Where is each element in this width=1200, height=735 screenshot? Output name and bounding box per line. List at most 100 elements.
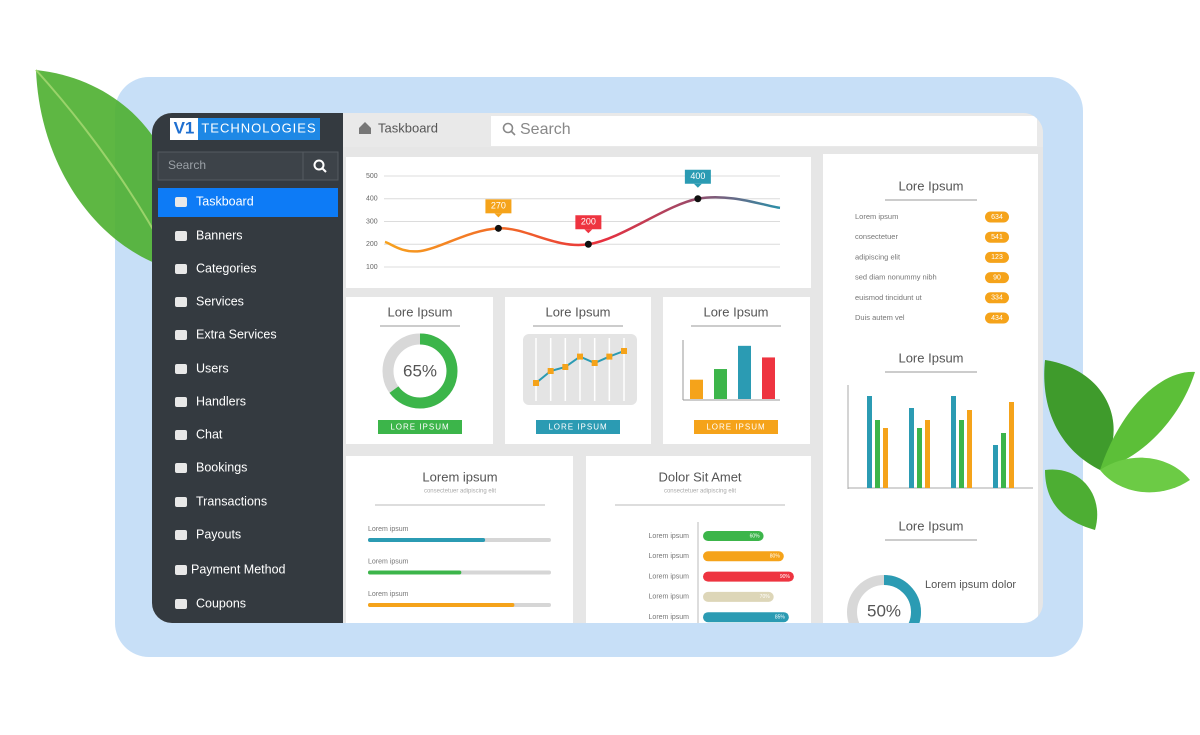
bar-label: Lorem ipsum xyxy=(649,614,690,621)
bar xyxy=(703,591,774,602)
badge xyxy=(985,312,1009,324)
bar-value: 60% xyxy=(750,533,761,539)
menu-item: Bookings xyxy=(196,460,247,474)
list-label: sed diam nonummy nibh xyxy=(855,273,937,282)
donut-label: 50% xyxy=(867,601,901,620)
y-tick-label: 400 xyxy=(366,196,378,203)
menu-item: Categories xyxy=(196,261,256,275)
menu-icon xyxy=(175,497,187,507)
button[interactable] xyxy=(536,420,620,434)
badge xyxy=(985,251,1009,263)
menu-icon xyxy=(175,330,187,340)
callout xyxy=(684,169,711,184)
list-label: adipiscing elit xyxy=(855,252,901,261)
card-title: Lore Ipsum xyxy=(898,350,963,365)
menu-item: Payment Method xyxy=(191,562,286,576)
breadcrumb: Taskboard xyxy=(378,120,438,135)
button-label: LORE IPSUM xyxy=(706,423,765,432)
bar xyxy=(703,551,784,562)
menu-icon xyxy=(175,297,187,307)
bar xyxy=(703,531,764,541)
card-title: Lore Ipsum xyxy=(898,518,963,533)
leaf-right xyxy=(1044,360,1195,530)
trend-point xyxy=(547,368,554,374)
callout-tip xyxy=(584,229,593,234)
bar-label: Lorem ipsum xyxy=(649,573,690,580)
bar xyxy=(703,612,789,623)
badge-value: 541 xyxy=(991,234,1003,241)
callout-label: 400 xyxy=(690,171,705,181)
top-search-placeholder: Search xyxy=(520,121,571,138)
badge-value: 90 xyxy=(993,274,1001,281)
line-series xyxy=(384,195,781,253)
screen: V1 TECHNOLOGIES Search Taskboard Search … xyxy=(152,113,1043,623)
point xyxy=(584,240,592,248)
trend-point xyxy=(591,360,598,366)
badge xyxy=(985,231,1009,243)
bar xyxy=(875,420,880,488)
bar-label: Lorem ipsum xyxy=(649,553,690,560)
card-title: Lorem ipsum xyxy=(422,469,497,484)
donut-caption: Lorem ipsum dolor xyxy=(925,579,1016,591)
progress-label: Lorem ipsum xyxy=(368,526,409,533)
list-label: consectetuer xyxy=(855,232,898,241)
bar xyxy=(1009,402,1014,488)
badge-value: 334 xyxy=(991,295,1003,302)
point xyxy=(494,224,502,232)
card-subtitle: consectetuer adipiscing elit xyxy=(664,489,736,495)
bar xyxy=(703,571,794,582)
trend-point xyxy=(562,364,569,370)
progress-bar xyxy=(368,570,462,575)
bar-value: 85% xyxy=(775,615,786,621)
badge-value: 634 xyxy=(991,214,1003,221)
donut-arc xyxy=(847,575,921,623)
button-label: LORE IPSUM xyxy=(390,423,449,432)
logo-mark: V1 xyxy=(174,118,195,137)
gauge-label: 65% xyxy=(403,361,437,380)
menu-item: Transactions xyxy=(196,494,267,508)
bar-value: 90% xyxy=(780,574,791,580)
callout-tip xyxy=(693,183,702,188)
bar xyxy=(959,420,964,488)
search-button[interactable] xyxy=(302,151,339,181)
menu-item: Extra Services xyxy=(196,327,277,341)
card-title: Lore Ipsum xyxy=(387,304,452,319)
trend-point xyxy=(577,353,583,360)
menu-icon xyxy=(175,197,187,207)
y-tick-label: 500 xyxy=(366,173,378,180)
bar xyxy=(993,445,998,488)
trend-point xyxy=(606,353,613,360)
menu-item: Coupons xyxy=(196,596,246,610)
bar xyxy=(883,428,888,488)
badge-value: 123 xyxy=(991,254,1003,261)
list-label: Lorem ipsum xyxy=(855,212,898,221)
menu-item: Taskboard xyxy=(196,194,254,208)
top-search[interactable] xyxy=(491,116,1037,146)
y-tick-label: 100 xyxy=(366,264,378,271)
list-label: euismod tincidunt ut xyxy=(855,293,923,302)
bar-label: Lorem ipsum xyxy=(649,533,690,540)
bar-label: Lorem ipsum xyxy=(649,594,690,601)
menu-icon xyxy=(175,231,187,241)
bar xyxy=(738,345,751,399)
progress-label: Lorem ipsum xyxy=(368,558,409,565)
bar xyxy=(951,396,956,488)
bar xyxy=(714,369,727,399)
bar-value: 80% xyxy=(770,554,781,560)
bar xyxy=(917,428,922,488)
menu-icon xyxy=(175,530,187,540)
button[interactable] xyxy=(378,420,462,434)
button[interactable] xyxy=(694,420,778,434)
trend-point xyxy=(621,348,627,354)
callout-label: 270 xyxy=(491,201,506,211)
button-label: LORE IPSUM xyxy=(548,423,607,432)
badge-value: 434 xyxy=(991,315,1003,322)
search-placeholder: Search xyxy=(168,158,206,172)
menu-item: Handlers xyxy=(196,394,246,408)
menu-icon xyxy=(175,264,187,274)
menu-icon xyxy=(175,397,187,407)
card-title: Lore Ipsum xyxy=(703,304,768,319)
menu-item: Chat xyxy=(196,427,223,441)
badge xyxy=(985,292,1009,304)
